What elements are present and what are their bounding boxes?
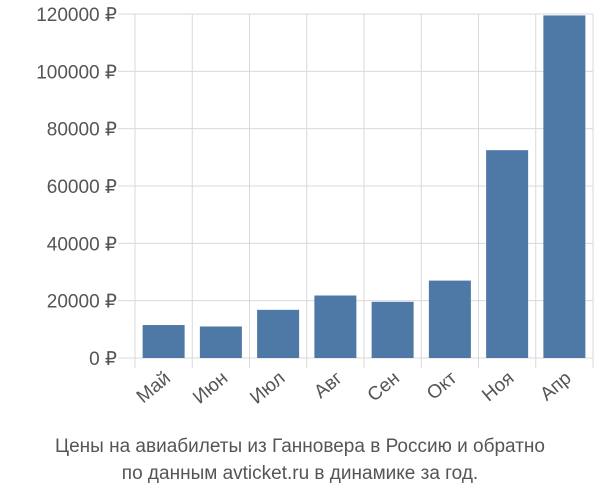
y-tick-label: 40000 ₽ bbox=[47, 234, 117, 255]
bar-8 bbox=[543, 15, 586, 359]
x-tick-label: Май bbox=[133, 368, 175, 408]
bar-1 bbox=[142, 325, 185, 358]
x-tick-label: Апр bbox=[536, 368, 575, 406]
x-tick-label: Авг bbox=[310, 368, 346, 403]
bar-3 bbox=[257, 309, 300, 358]
x-tick-label: Сен bbox=[364, 368, 404, 406]
x-tick-label: Ноя bbox=[478, 368, 518, 406]
y-axis-labels: 0 ₽ 20000 ₽ 40000 ₽ 60000 ₽ 80000 ₽ 100000 ₽ 1… bbox=[36, 5, 117, 370]
y-tick-label: 120000 ₽ bbox=[36, 5, 117, 26]
bar-7 bbox=[486, 150, 529, 358]
bar-2 bbox=[199, 326, 242, 358]
x-tick-label: Июн bbox=[189, 368, 232, 409]
chart-caption-line-2: по данным avticket.ru в динамике за год. bbox=[121, 463, 479, 484]
bars bbox=[142, 15, 586, 359]
y-tick-label: 100000 ₽ bbox=[36, 62, 117, 83]
chart-caption-line-1: Цены на авиабилеты из Ганновера в Россию… bbox=[55, 436, 545, 457]
y-tick-label: 20000 ₽ bbox=[47, 292, 117, 313]
bar-6 bbox=[428, 280, 471, 358]
x-tick-label: Июл bbox=[246, 368, 289, 409]
y-tick-label: 60000 ₽ bbox=[47, 177, 117, 198]
bar-5 bbox=[371, 301, 414, 358]
y-tick-label: 0 ₽ bbox=[89, 349, 117, 370]
bar-4 bbox=[314, 295, 357, 358]
y-tick-label: 80000 ₽ bbox=[47, 120, 117, 141]
x-axis-labels: Май Июн Июл Авг Сен Окт Ноя Апр bbox=[133, 368, 576, 409]
x-tick-label: Окт bbox=[423, 368, 461, 405]
gridlines bbox=[118, 13, 594, 368]
